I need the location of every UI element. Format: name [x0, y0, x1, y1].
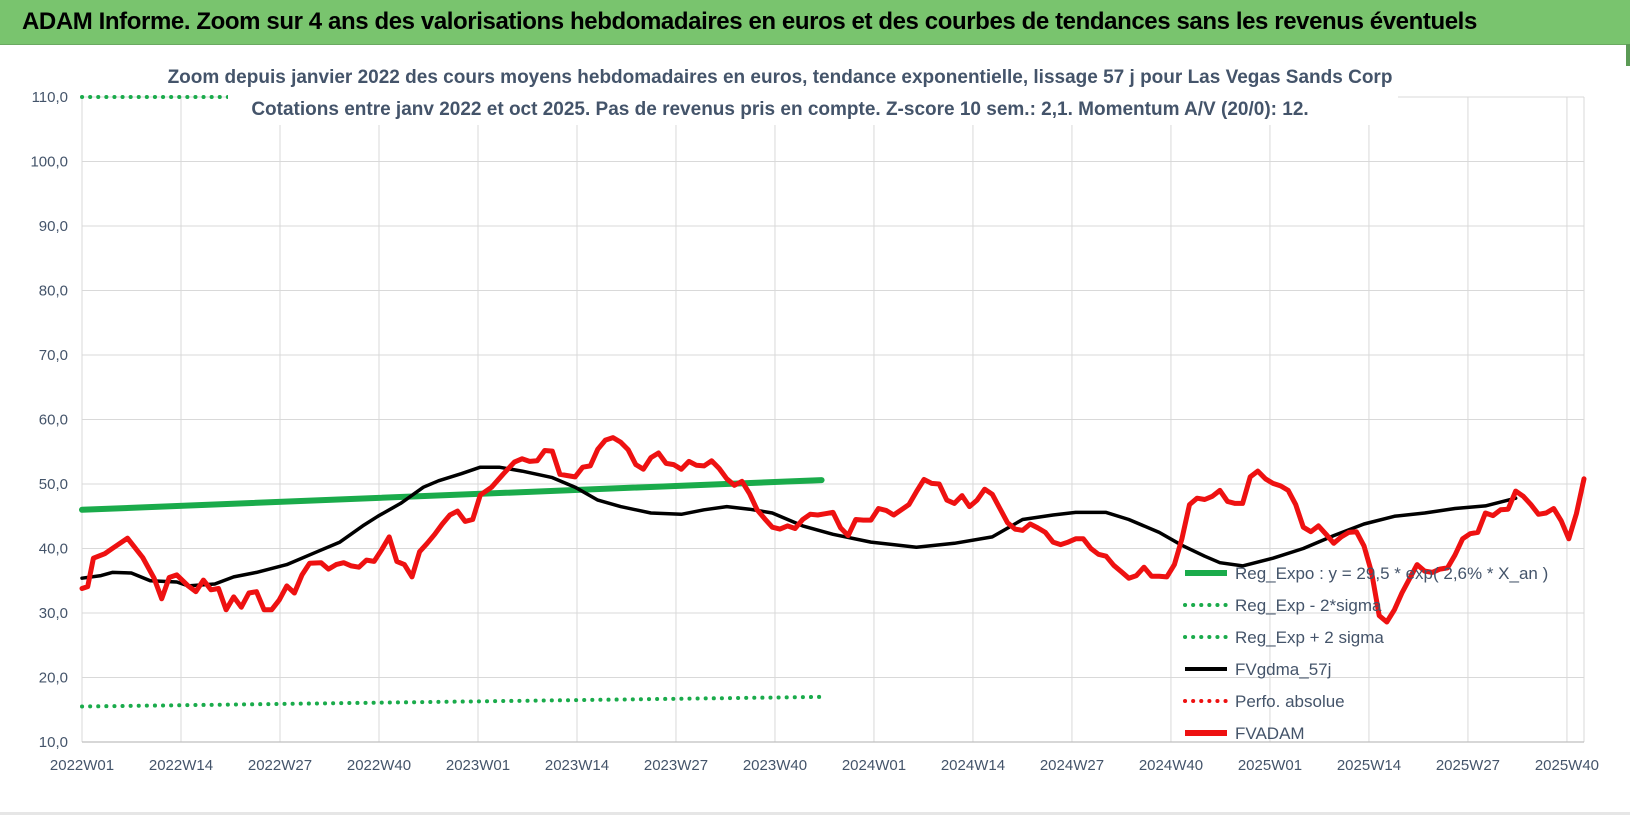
x-tick-label: 2025W01: [1238, 757, 1302, 774]
y-tick-label: 100,0: [30, 154, 68, 171]
header-band: [0, 0, 1630, 45]
fvgdma-57j-line: [80, 465, 1518, 588]
reg-exp-minus-2sigma-line: [80, 694, 824, 709]
x-tick-label: 2024W27: [1040, 757, 1104, 774]
series-layer: [79, 95, 1587, 709]
page-title: ADAM Informe. Zoom sur 4 ans des valoris…: [22, 8, 1477, 35]
chart-title-line-2: Cotations entre janv 2022 et oct 2025. P…: [251, 99, 1308, 120]
legend-entry: FVgdma_57j: [1235, 660, 1331, 679]
corner-mark: [1626, 44, 1630, 66]
legend-entry: Reg_Expo : y = 29,5 * exp( 2,6% * X_an ): [1235, 564, 1548, 583]
y-tick-label: 20,0: [39, 670, 68, 687]
y-tick-label: 90,0: [39, 218, 68, 235]
y-tick-label: 110,0: [32, 89, 68, 106]
y-tick-label: 10,0: [39, 734, 68, 751]
chart-svg: 10,0 20,0 30,0 40,0 50,0 60,0 70,0 80,0 90,0 100,…: [30, 61, 1599, 774]
x-tick-label: 2023W40: [743, 757, 807, 774]
axis-layer: 10,0 20,0 30,0 40,0 50,0 60,0 70,0 80,0 90,0 100,…: [30, 89, 1599, 774]
x-tick-label: 2025W40: [1535, 757, 1599, 774]
chart-container: 10,0 20,0 30,0 40,0 50,0 60,0 70,0 80,0 90,0 100,…: [0, 45, 1630, 815]
legend-entry: FVADAM: [1235, 724, 1305, 743]
bottom-rule: [0, 812, 1630, 815]
y-tick-label: 50,0: [39, 476, 68, 493]
x-tick-label: 2024W14: [941, 757, 1005, 774]
x-tick-label: 2025W27: [1436, 757, 1500, 774]
x-tick-label: 2022W01: [50, 757, 114, 774]
y-tick-label: 30,0: [39, 605, 68, 622]
x-tick-label: 2024W40: [1139, 757, 1203, 774]
fvadam-line: [79, 435, 1587, 625]
y-tick-label: 60,0: [39, 412, 68, 429]
y-tick-label: 40,0: [39, 541, 68, 558]
x-tick-label: 2022W40: [347, 757, 411, 774]
legend-entry: Reg_Exp - 2*sigma: [1235, 596, 1382, 615]
reg-expo-line: [79, 477, 825, 513]
y-tick-label: 80,0: [39, 283, 68, 300]
x-tick-label: 2024W01: [842, 757, 906, 774]
legend-entry: Reg_Exp + 2 sigma: [1235, 628, 1384, 647]
x-tick-label: 2023W01: [446, 757, 510, 774]
legend-entry: Perfo. absolue: [1235, 692, 1345, 711]
x-tick-label: 2023W14: [545, 757, 609, 774]
chart-title-line-1: Zoom depuis janvier 2022 des cours moyen…: [168, 67, 1393, 88]
x-tick-label: 2022W27: [248, 757, 312, 774]
y-tick-label: 70,0: [39, 347, 68, 364]
x-tick-label: 2025W14: [1337, 757, 1401, 774]
legend: Reg_Expo : y = 29,5 * exp( 2,6% * X_an )…: [1183, 564, 1548, 743]
x-tick-label: 2023W27: [644, 757, 708, 774]
chart-title-backdrop: [228, 61, 1398, 125]
x-tick-label: 2022W14: [149, 757, 213, 774]
